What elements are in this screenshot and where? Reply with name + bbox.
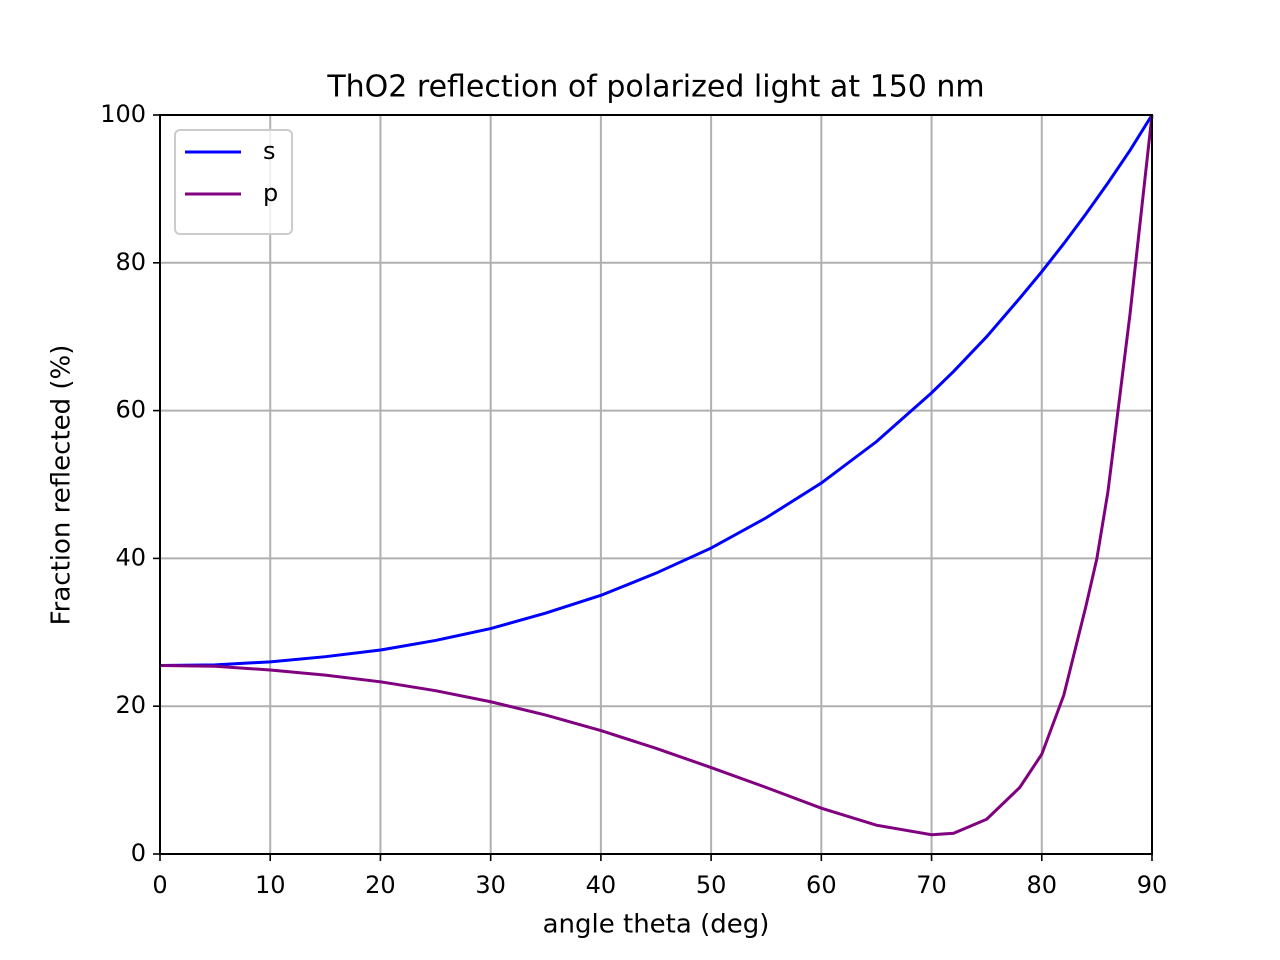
- x-tick-label: 90: [1137, 871, 1168, 899]
- legend-label: p: [263, 179, 278, 207]
- x-tick-label: 50: [696, 871, 727, 899]
- legend-box: [174, 129, 293, 235]
- x-tick-label: 80: [1027, 871, 1058, 899]
- x-tick-label: 30: [475, 871, 506, 899]
- x-tick-label: 20: [365, 871, 396, 899]
- y-tick-label: 0: [131, 839, 146, 867]
- x-tick-label: 60: [806, 871, 837, 899]
- y-tick-label: 100: [100, 100, 146, 128]
- y-axis-label: Fraction reflected (%): [47, 345, 77, 626]
- line-series: [159, 114, 1154, 668]
- x-tick-label: 10: [255, 871, 286, 899]
- y-tick-label: 40: [115, 543, 146, 571]
- plot-frame: [159, 114, 1153, 855]
- y-tick-label: 80: [115, 248, 146, 276]
- chart-title: ThO2 reflection of polarized light at 15…: [326, 70, 984, 105]
- y-tick-label: 60: [115, 396, 146, 424]
- line-series: [159, 114, 1154, 837]
- x-tick-label: 40: [586, 871, 617, 899]
- y-tick-label: 20: [115, 691, 146, 719]
- x-tick-label: 0: [152, 871, 167, 899]
- x-axis-label: angle theta (deg): [543, 910, 770, 940]
- legend-label: s: [263, 137, 276, 165]
- x-tick-label: 70: [916, 871, 947, 899]
